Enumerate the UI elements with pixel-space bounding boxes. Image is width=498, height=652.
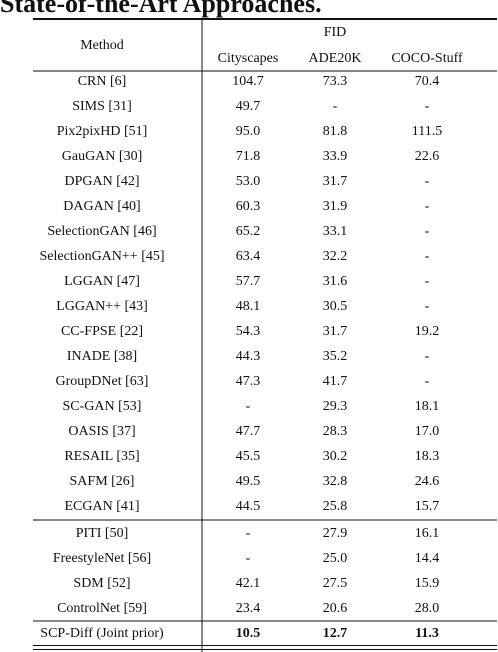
method-name: PITI [50]	[76, 526, 129, 541]
fid-value: 17.0	[415, 424, 440, 439]
method-name: SIMS [31]	[72, 99, 132, 114]
fid-value: 81.8	[323, 124, 348, 139]
fid-value: 12.7	[323, 626, 348, 641]
fid-value: -	[246, 399, 251, 414]
fid-value: 31.7	[323, 324, 348, 339]
fid-value: 18.3	[415, 449, 440, 464]
group-header: FID	[324, 25, 347, 40]
section-title: State-of-the-Art Approaches.	[0, 0, 322, 18]
method-name: ControlNet [59]	[57, 601, 147, 616]
fid-value: 60.3	[236, 199, 261, 214]
fid-value: -	[425, 349, 430, 364]
fid-value: 49.7	[236, 99, 261, 114]
fid-value: 31.9	[323, 199, 348, 214]
fid-value: 35.2	[323, 349, 348, 364]
fid-value: 41.7	[323, 374, 348, 389]
method-name: SAFM [26]	[70, 474, 135, 489]
fid-value: -	[333, 99, 338, 114]
fid-value: 57.7	[236, 274, 261, 289]
fid-value: 65.2	[236, 224, 261, 239]
fid-value: 44.3	[236, 349, 261, 364]
fid-value: 23.4	[236, 601, 261, 616]
method-name: SelectionGAN++ [45]	[39, 249, 164, 264]
fid-value: 30.5	[323, 299, 348, 314]
fid-value: 32.8	[323, 474, 348, 489]
fid-value: 19.2	[415, 324, 440, 339]
fid-value: 25.0	[323, 551, 348, 566]
column-header: Cityscapes	[218, 51, 279, 66]
fid-value: -	[425, 374, 430, 389]
method-name: GauGAN [30]	[62, 149, 142, 164]
fid-value: -	[425, 99, 430, 114]
fid-value: 47.7	[236, 424, 261, 439]
fid-value: 14.4	[415, 551, 440, 566]
method-name: SCP-Diff (Joint prior)	[40, 626, 164, 641]
fid-value: 31.7	[323, 174, 348, 189]
fid-value: 29.3	[323, 399, 348, 414]
method-name: LGGAN [47]	[64, 274, 140, 289]
method-name: SC-GAN [53]	[63, 399, 142, 414]
method-name: SelectionGAN [46]	[47, 224, 156, 239]
fid-value: 47.3	[236, 374, 261, 389]
fid-value: 73.3	[323, 74, 348, 89]
fid-value: 63.4	[236, 249, 261, 264]
fid-value: 24.6	[415, 474, 440, 489]
method-name: INADE [38]	[67, 349, 137, 364]
fid-value: 27.9	[323, 526, 348, 541]
fid-value: 45.5	[236, 449, 261, 464]
fid-value: 32.2	[323, 249, 348, 264]
method-name: OASIS [37]	[68, 424, 135, 439]
fid-value: 104.7	[232, 74, 264, 89]
fid-value: 33.1	[323, 224, 348, 239]
method-name: ECGAN [41]	[64, 499, 139, 514]
fid-value: 49.5	[236, 474, 261, 489]
fid-value: 11.3	[415, 626, 439, 641]
fid-value: 54.3	[236, 324, 261, 339]
method-name: SDM [52]	[73, 576, 130, 591]
fid-value: 15.7	[415, 499, 440, 514]
method-name: CRN [6]	[78, 74, 127, 89]
method-name: RESAIL [35]	[64, 449, 139, 464]
column-header: ADE20K	[309, 51, 362, 66]
fid-value: 25.8	[323, 499, 348, 514]
fid-value: 28.0	[415, 601, 440, 616]
fid-value: 95.0	[236, 124, 261, 139]
fid-value: -	[425, 199, 430, 214]
fid-value: -	[425, 299, 430, 314]
method-name: CC-FPSE [22]	[61, 324, 143, 339]
fid-value: 27.5	[323, 576, 348, 591]
fid-value: 28.3	[323, 424, 348, 439]
method-name: FreestyleNet [56]	[53, 551, 151, 566]
fid-value: 20.6	[323, 601, 348, 616]
fid-value: 16.1	[415, 526, 440, 541]
fid-value: 42.1	[236, 576, 261, 591]
method-header: Method	[80, 38, 124, 53]
method-name: DPGAN [42]	[64, 174, 139, 189]
fid-value: 18.1	[415, 399, 440, 414]
method-name: GroupDNet [63]	[56, 374, 149, 389]
fid-value: -	[425, 224, 430, 239]
fid-value: -	[425, 274, 430, 289]
fid-value: 10.5	[236, 626, 261, 641]
fid-value: 70.4	[415, 74, 440, 89]
fid-value: 33.9	[323, 149, 348, 164]
fid-value: -	[246, 526, 251, 541]
fid-value: 44.5	[236, 499, 261, 514]
fid-value: 111.5	[412, 124, 442, 139]
fid-value: -	[246, 551, 251, 566]
fid-value: 48.1	[236, 299, 261, 314]
method-name: DAGAN [40]	[63, 199, 140, 214]
method-name: LGGAN++ [43]	[56, 299, 148, 314]
fid-value: -	[425, 249, 430, 264]
method-name: Pix2pixHD [51]	[57, 124, 148, 139]
fid-value: 71.8	[236, 149, 261, 164]
fid-value: -	[425, 174, 430, 189]
fid-value: 53.0	[236, 174, 261, 189]
fid-value: 22.6	[415, 149, 440, 164]
column-header: COCO-Stuff	[391, 51, 463, 66]
fid-value: 30.2	[323, 449, 348, 464]
fid-value: 15.9	[415, 576, 440, 591]
fid-value: 31.6	[323, 274, 348, 289]
